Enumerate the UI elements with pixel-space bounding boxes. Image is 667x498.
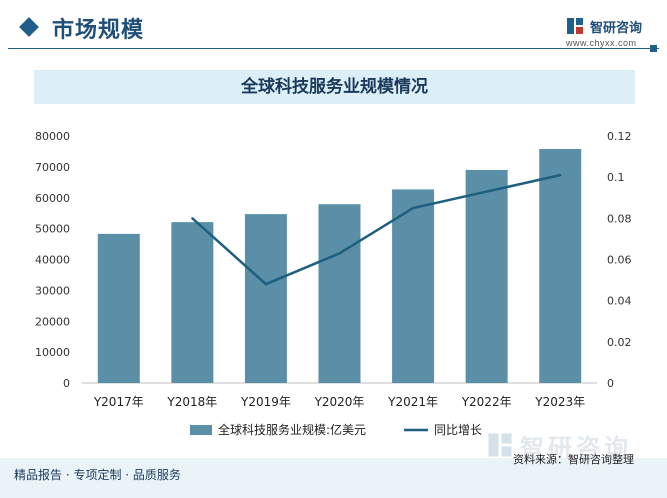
- y-right-tick-label: 0.1: [607, 171, 625, 184]
- y-left-tick-label: 70000: [35, 161, 70, 174]
- bar: [171, 222, 214, 383]
- growth-point: [411, 206, 415, 210]
- y-right-tick-label: 0.04: [607, 295, 632, 308]
- y-left-tick-label: 80000: [35, 130, 70, 143]
- x-tick-label: Y2020年: [314, 395, 365, 409]
- y-right-tick-label: 0.02: [607, 336, 632, 349]
- legend-bar-swatch: [190, 425, 212, 435]
- combo-chart: 0 10000 20000 30000 40000 50000 60000 70000 8000…: [35, 130, 632, 437]
- logo-name: 智研咨询: [590, 21, 643, 36]
- bar: [97, 233, 140, 383]
- chyxx-logo-icon: [567, 18, 583, 34]
- growth-point: [559, 173, 562, 177]
- x-tick-label: Y2019年: [240, 395, 291, 409]
- footer-band: [0, 458, 667, 498]
- header-divider-end: [650, 45, 657, 52]
- bar: [465, 169, 508, 383]
- growth-point: [191, 217, 194, 220]
- x-tick-label: Y2023年: [534, 395, 585, 409]
- growth-line: [191, 173, 561, 286]
- y-left-tick-label: 30000: [35, 284, 70, 297]
- x-tick-label: Y2017年: [93, 395, 144, 409]
- y-right-tick-label: 0: [607, 377, 614, 390]
- header-divider: [8, 48, 659, 49]
- x-tick-label: Y2018年: [166, 395, 217, 409]
- bar: [318, 204, 361, 383]
- watermark-logo-icon: [488, 433, 512, 457]
- source-note: 资料来源：智研咨询整理: [513, 453, 634, 466]
- y-left-tick-label: 20000: [35, 315, 70, 328]
- y-right-tick-label: 0.12: [607, 130, 632, 143]
- y-left-tick-label: 10000: [35, 346, 70, 359]
- footer-tagline: 精品报告 · 专项定制 · 品质服务: [14, 468, 181, 482]
- legend-bar-label: 全球科技服务业规模:亿美元: [218, 422, 366, 437]
- bar: [244, 214, 287, 383]
- bar: [539, 148, 582, 383]
- growth-point: [485, 190, 488, 193]
- x-tick-label: Y2021年: [387, 395, 438, 409]
- growth-point: [338, 252, 341, 255]
- watermark-text: 智研咨询: [520, 434, 632, 462]
- legend-line-label: 同比增长: [434, 423, 482, 437]
- y-left-tick-label: 50000: [35, 223, 70, 236]
- diamond-icon: [19, 17, 39, 37]
- bar: [392, 189, 435, 383]
- y-left-tick-label: 0: [63, 377, 70, 390]
- section-title: 市场规模: [52, 18, 145, 43]
- growth-point: [264, 283, 268, 286]
- y-left-tick-label: 60000: [35, 192, 70, 205]
- y-left-tick-label: 40000: [35, 254, 70, 267]
- y-right-tick-label: 0.06: [607, 254, 632, 267]
- chart-title: 全球科技服务业规模情况: [241, 77, 428, 97]
- y-right-tick-label: 0.08: [607, 212, 632, 225]
- chart-title-band: 全球科技服务业规模情况: [34, 70, 635, 104]
- logo-url: www.chyxx.com: [566, 38, 637, 48]
- x-tick-label: Y2022年: [461, 395, 512, 409]
- page-header: 市场规模 智研咨询 www.chyxx.com: [0, 0, 667, 62]
